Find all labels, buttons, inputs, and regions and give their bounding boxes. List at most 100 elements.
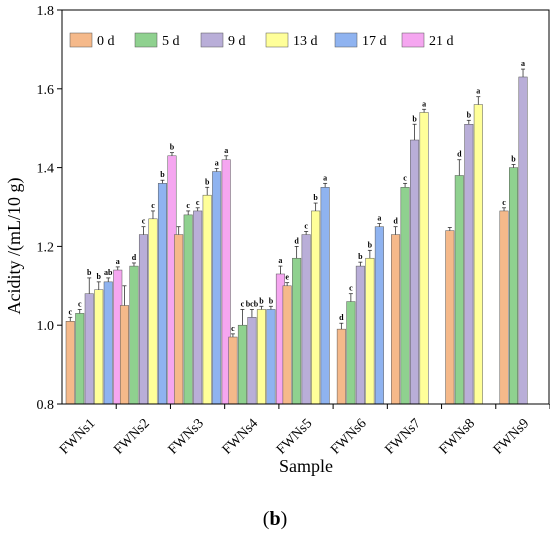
bar <box>445 230 455 405</box>
significance-label: a <box>215 158 219 167</box>
significance-label: b <box>313 193 318 202</box>
legend-swatch <box>69 32 93 48</box>
bar <box>174 234 184 405</box>
bar <box>355 265 365 405</box>
caption-close: ) <box>280 508 288 530</box>
bar <box>138 234 148 405</box>
significance-label: c <box>231 324 235 333</box>
x-tick-label: FWNs9 <box>491 416 532 457</box>
bar <box>119 305 129 405</box>
significance-label: b <box>368 240 373 249</box>
significance-label: d <box>132 253 137 262</box>
bar <box>103 281 113 405</box>
significance-label: bcb <box>246 299 259 308</box>
y-tick-label: 1.8 <box>37 4 55 19</box>
significance-label: d <box>393 217 398 226</box>
y-tick-label: 0.8 <box>37 398 55 413</box>
x-tick-label: FWNs8 <box>437 416 478 457</box>
bar <box>365 257 375 405</box>
significance-label: b <box>412 114 417 123</box>
significance-label: b <box>467 110 472 119</box>
x-tick-label: FWNs4 <box>220 416 261 457</box>
legend-swatch <box>401 32 425 48</box>
legend-swatch <box>334 32 358 48</box>
bar <box>509 167 519 405</box>
bar <box>473 104 483 405</box>
significance-label: b <box>87 268 92 277</box>
significance-label: b <box>160 170 165 179</box>
bar <box>65 321 75 405</box>
bar <box>202 194 212 405</box>
bar <box>499 210 509 405</box>
significance-label: a <box>521 59 525 68</box>
x-tick-label: FWNs3 <box>166 416 207 457</box>
caption-letter: b <box>269 508 281 530</box>
bar <box>282 285 292 405</box>
bar <box>374 226 384 405</box>
x-tick-label: FWNs6 <box>328 416 369 457</box>
significance-label: a <box>224 146 228 155</box>
significance-label: b <box>97 272 102 281</box>
bar <box>410 139 420 405</box>
bar <box>148 218 158 405</box>
significance-label: ab <box>104 268 113 277</box>
significance-label: b <box>205 177 210 186</box>
significance-label: a <box>278 256 282 265</box>
significance-label: c <box>349 284 353 293</box>
significance-label: b <box>170 143 175 152</box>
bar <box>292 257 302 405</box>
bar <box>247 317 257 405</box>
bar <box>320 187 330 405</box>
significance-label: d <box>294 236 299 245</box>
significance-label: b <box>358 252 363 261</box>
bar <box>256 309 266 405</box>
significance-label: c <box>151 201 155 210</box>
bar <box>336 328 346 405</box>
significance-label: b <box>269 296 274 305</box>
significance-label: c <box>304 221 308 230</box>
legend-label: 0 d <box>97 34 115 49</box>
x-axis-title: Sample <box>279 456 333 476</box>
legend-label: 21 d <box>429 34 454 49</box>
significance-label: b <box>259 296 264 305</box>
legend-label: 13 d <box>293 34 318 49</box>
significance-label: a <box>323 173 327 182</box>
bar <box>301 234 311 405</box>
bar <box>346 301 356 405</box>
bar <box>454 175 464 405</box>
x-tick-label: FWNs2 <box>111 416 152 457</box>
bar <box>84 293 94 405</box>
bar <box>129 265 139 405</box>
plot-frame <box>61 9 550 405</box>
y-tick-label: 1.4 <box>37 162 55 177</box>
significance-label: c <box>142 217 146 226</box>
significance-label: a <box>476 87 480 96</box>
significance-label: c <box>403 173 407 182</box>
significance-label: a <box>116 257 120 266</box>
bar <box>212 171 222 405</box>
bar <box>94 289 104 405</box>
bar <box>400 187 410 405</box>
legend-swatch <box>200 32 224 48</box>
y-tick-label: 1.0 <box>37 319 55 334</box>
significance-label: b <box>511 154 516 163</box>
x-tick-label: FWNs5 <box>274 416 315 457</box>
significance-label: c <box>241 299 245 308</box>
bar <box>157 183 167 405</box>
legend: 0 d 5 d 9 d 13 d 17 d 21 d <box>69 32 454 49</box>
bar <box>237 324 247 405</box>
x-tick-label: FWNs7 <box>382 416 423 457</box>
bar <box>183 214 193 405</box>
significance-label: e <box>285 273 289 282</box>
bar <box>518 76 528 405</box>
bar <box>75 313 85 405</box>
y-axis-title: Acidity /(mL/10 g) <box>4 178 25 315</box>
significance-label: c <box>78 299 82 308</box>
bar <box>391 234 401 405</box>
bar <box>419 112 429 405</box>
legend-label: 5 d <box>162 34 180 49</box>
legend-label: 17 d <box>362 34 387 49</box>
significance-label: c <box>68 307 72 316</box>
bar <box>266 309 276 405</box>
